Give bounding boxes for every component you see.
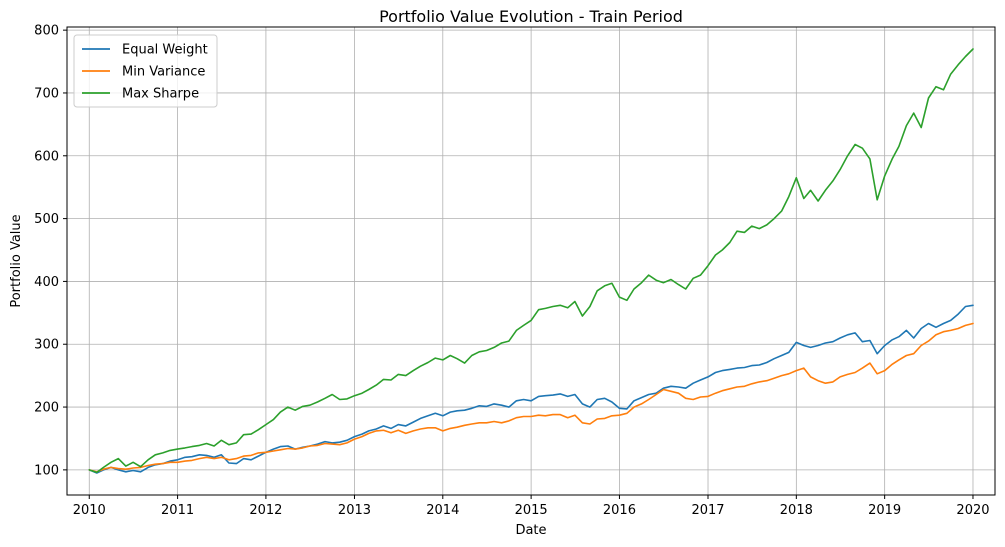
grid	[67, 27, 995, 495]
legend-label-min-variance: Min Variance	[122, 65, 205, 80]
chart-title: Portfolio Value Evolution - Train Period	[379, 7, 683, 26]
series-line-min-variance	[88, 322, 974, 473]
x-tick-label: 2010	[73, 503, 106, 518]
legend: Equal Weight Min Variance Max Sharpe	[73, 34, 218, 108]
y-tick-label: 800	[34, 24, 59, 39]
y-tick-label: 100	[34, 463, 59, 478]
x-tick-label: 2011	[161, 503, 194, 518]
y-tick-label: 400	[34, 275, 59, 290]
y-axis-label: Portfolio Value	[9, 214, 24, 307]
x-tick-label: 2012	[249, 503, 282, 518]
series-line-equal-weight	[88, 304, 974, 474]
y-tick-label: 700	[34, 86, 59, 101]
series-line-max-sharpe	[88, 48, 974, 474]
y-tick-label: 200	[34, 401, 59, 416]
x-axis-label: Date	[515, 523, 546, 538]
legend-label-max-sharpe: Max Sharpe	[122, 87, 199, 102]
y-tick-label: 500	[34, 212, 59, 227]
x-tick-label: 2017	[691, 503, 724, 518]
x-tick-label: 2018	[780, 503, 813, 518]
x-tick-label: 2020	[956, 503, 989, 518]
x-tick-label: 2013	[338, 503, 371, 518]
x-tick-label: 2019	[868, 503, 901, 518]
legend-label-equal-weight: Equal Weight	[122, 43, 208, 58]
x-tick-label: 2014	[426, 503, 459, 518]
x-tick-label: 2016	[603, 503, 636, 518]
y-tick-label: 600	[34, 149, 59, 164]
legend-box	[73, 34, 218, 108]
series-group	[88, 48, 974, 474]
x-tick-label: 2015	[515, 503, 548, 518]
y-tick-label: 300	[34, 338, 59, 353]
axis-ticks: 2010 2011 2012 2013 2014 2015 2016 2017 2018 2019…	[34, 24, 989, 518]
